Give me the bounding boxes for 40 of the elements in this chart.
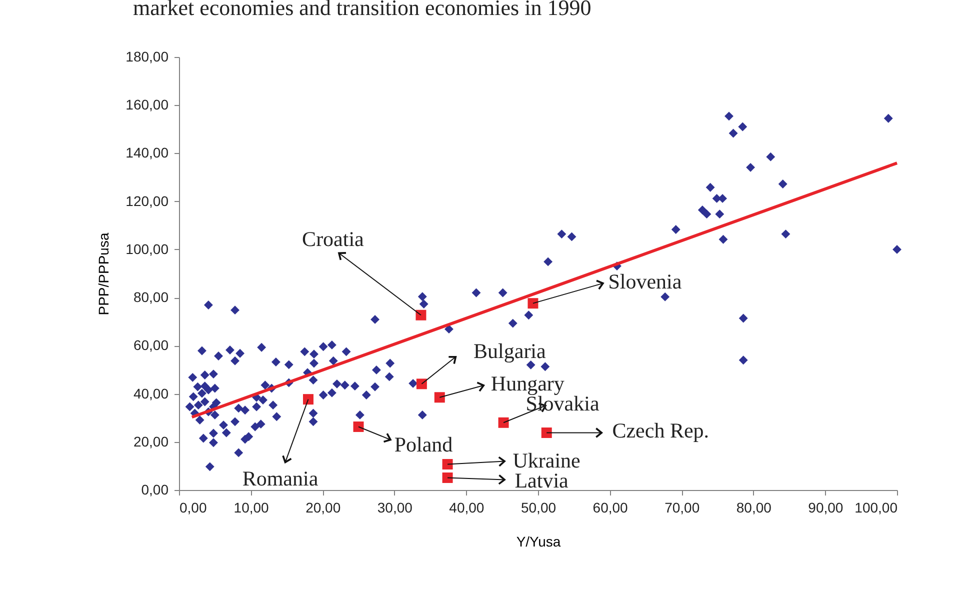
x-tick-label: 0,00: [180, 500, 207, 516]
annotation: Poland: [394, 432, 454, 457]
y-tick-label: 160,00: [126, 96, 169, 113]
x-tick-label: 30,00: [377, 500, 413, 516]
annotation: Croatia: [302, 227, 365, 252]
point: [416, 310, 426, 320]
point: [353, 421, 364, 432]
annotation: Romania: [242, 466, 319, 490]
point: [416, 378, 427, 390]
x-tick-label: 80,00: [736, 500, 772, 516]
x-tick-label: 20,00: [306, 500, 341, 516]
x-tick-label: 60,00: [592, 500, 628, 516]
point: [498, 417, 509, 428]
point: [302, 394, 314, 405]
y-tick-label: 0,00: [141, 482, 169, 498]
annotation: Bulgaria: [474, 338, 547, 363]
y-tick-label: 120,00: [126, 192, 169, 209]
y-tick-label: 20,00: [133, 433, 169, 450]
y-tick-label: 180,00: [126, 48, 169, 64]
point: [541, 428, 552, 438]
annotation: Czech Rep.: [612, 418, 710, 443]
x-tick-label: 40,00: [449, 500, 484, 516]
point: [528, 298, 538, 309]
y-tick-label: 140,00: [126, 144, 169, 161]
y-tick-label: 100,00: [126, 240, 169, 257]
x-axis-title: Y/Yusa: [516, 534, 561, 550]
point: [434, 392, 445, 403]
y-tick-label: 40,00: [133, 385, 169, 402]
x-tick-label: 50,00: [520, 500, 556, 516]
x-tick-label: 100,00: [854, 500, 898, 516]
y-tick-label: 80,00: [133, 289, 169, 306]
annotation: Slovenia: [608, 269, 682, 294]
point: [442, 459, 453, 470]
point: [442, 472, 453, 483]
x-tick-label: 10,00: [234, 500, 270, 516]
x-tick-label: 70,00: [664, 500, 700, 516]
x-tick-label: 90,00: [808, 500, 844, 516]
y-axis-title: PPP/PPPusa: [96, 232, 112, 316]
y-tick-label: 60,00: [133, 337, 169, 354]
chart-title: market economies and transition economies in 1990: [133, 0, 592, 20]
